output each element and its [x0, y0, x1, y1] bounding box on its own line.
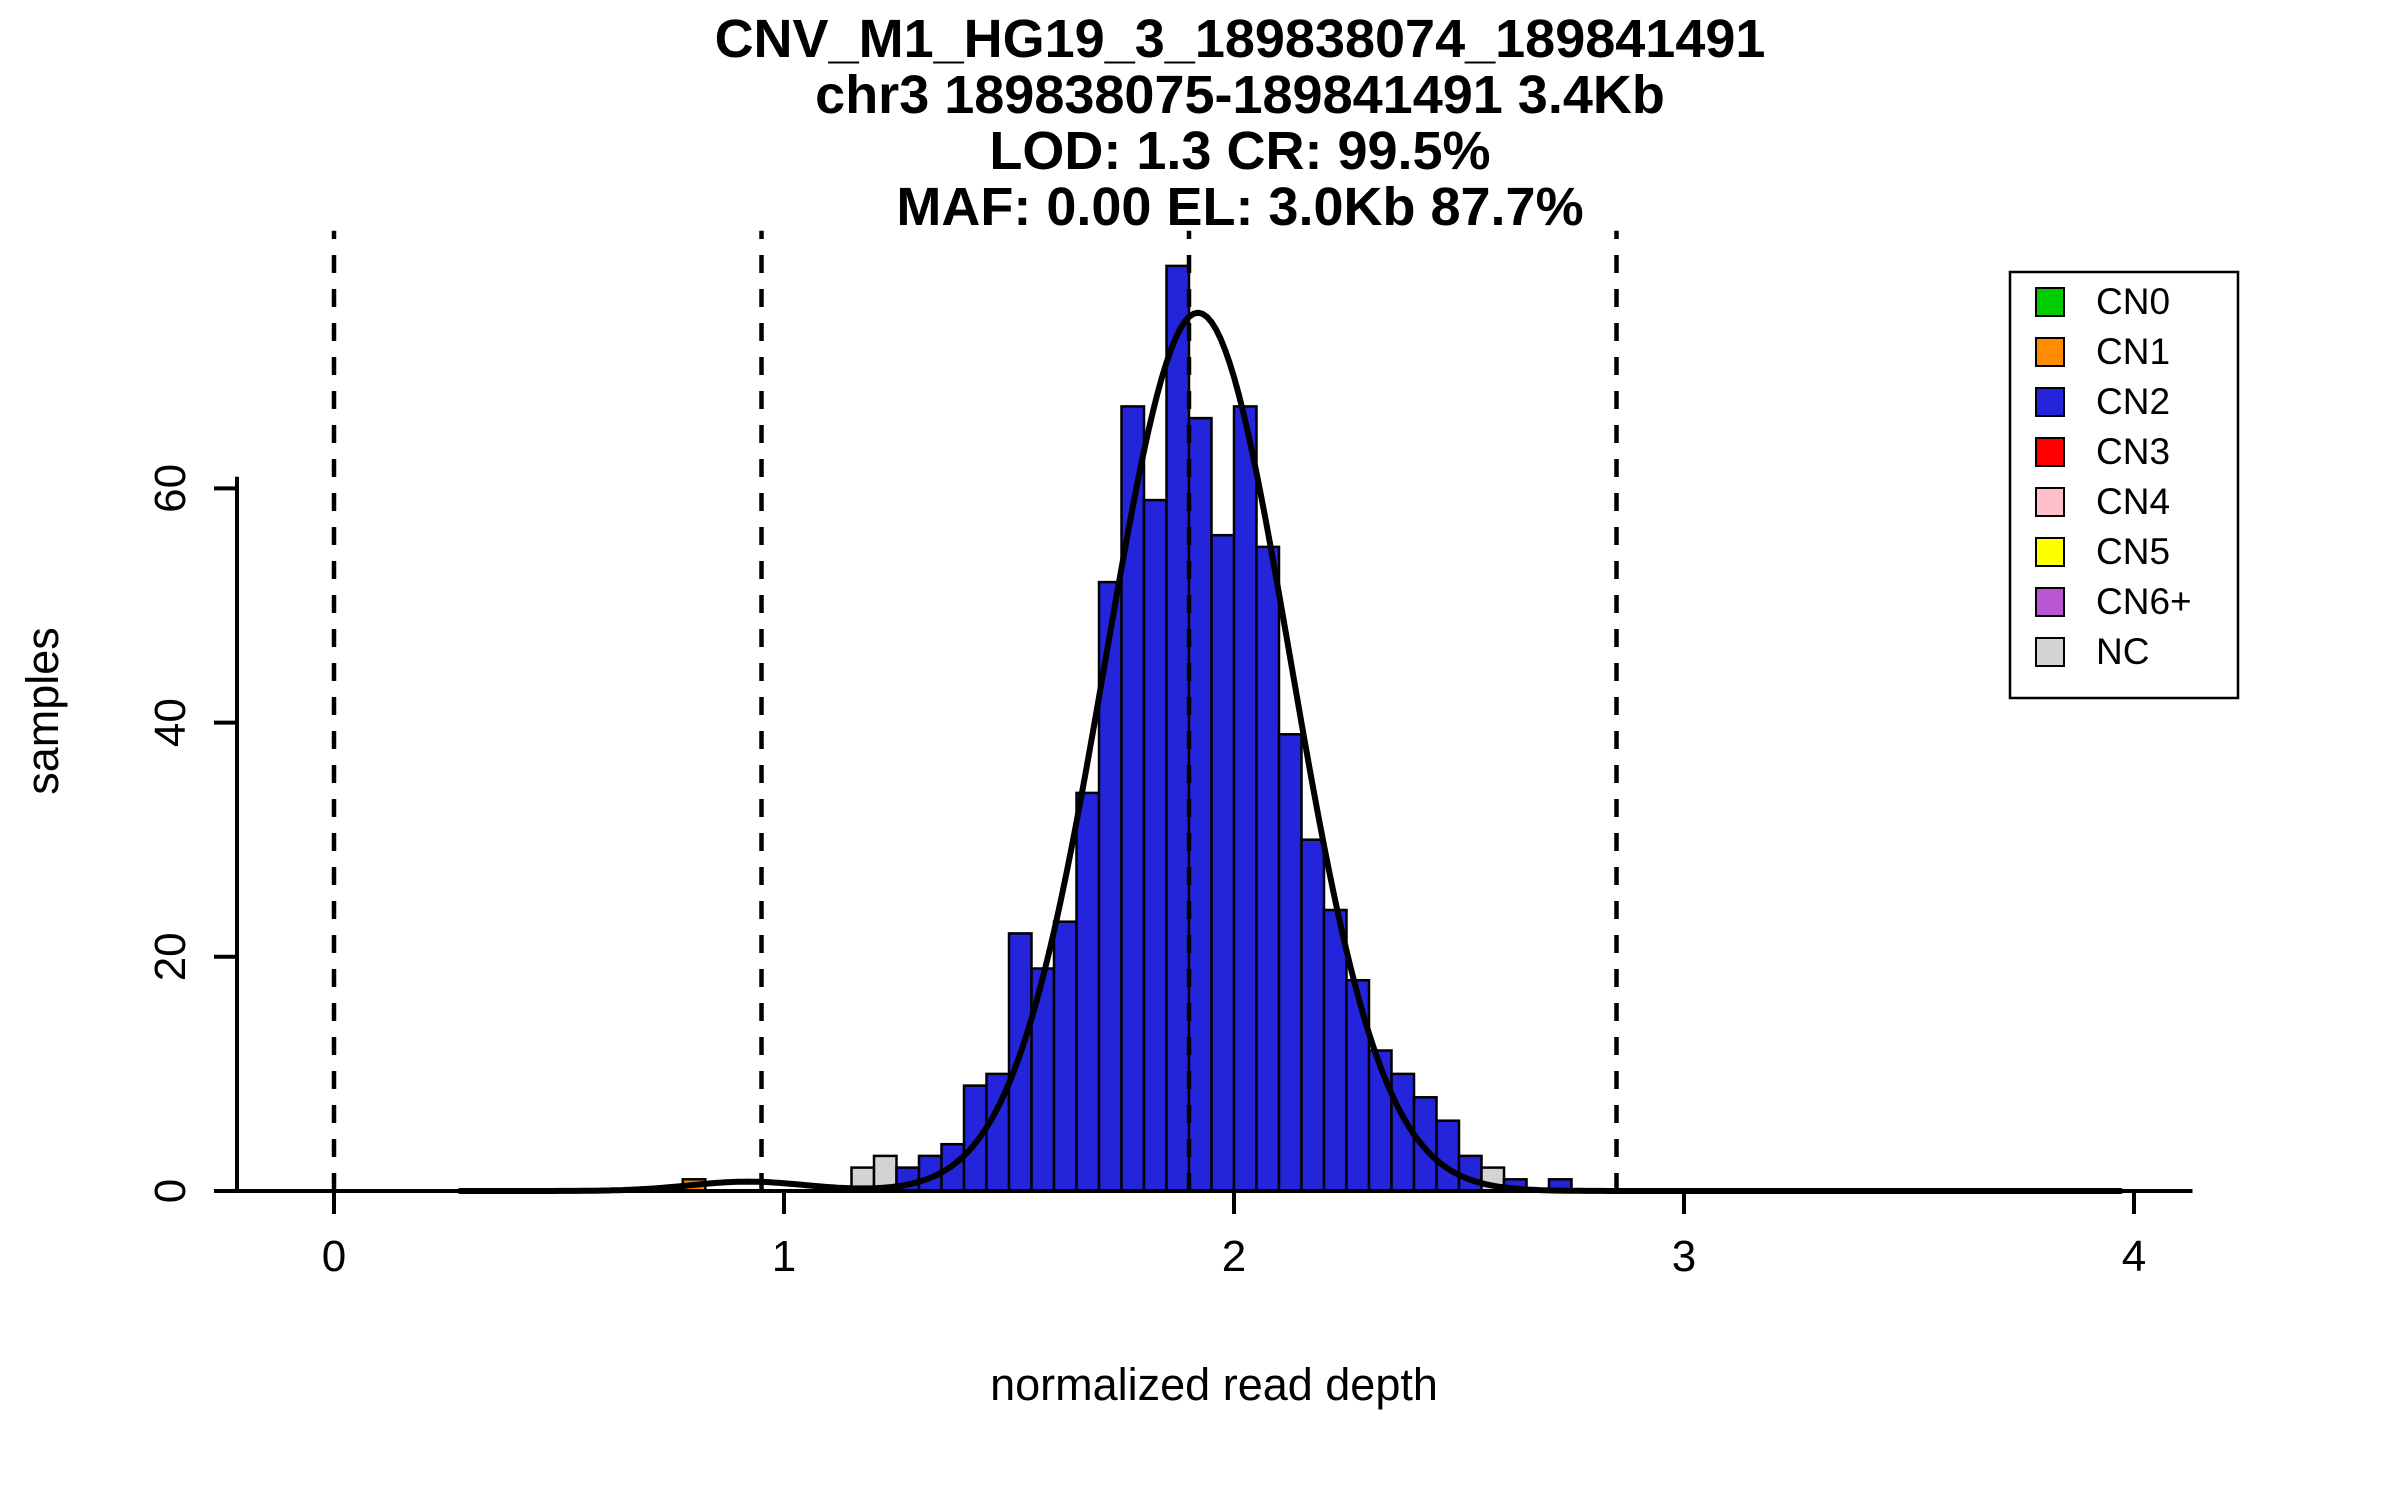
legend-label: NC	[2096, 631, 2149, 672]
y-tick-label: 0	[146, 1179, 195, 1203]
y-tick-label: 60	[146, 464, 195, 513]
legend-label: CN3	[2096, 431, 2170, 472]
legend-label: CN4	[2096, 481, 2170, 522]
x-tick-label: 2	[1222, 1232, 1246, 1281]
legend-label: CN1	[2096, 331, 2170, 372]
histogram-bar	[1300, 838, 1326, 1193]
x-axis-label: normalized read depth	[990, 1359, 1438, 1410]
legend-label: CN0	[2096, 281, 2170, 322]
histogram-bar	[1120, 405, 1146, 1193]
histogram-bar	[1165, 264, 1191, 1193]
legend-label: CN6+	[2096, 581, 2192, 622]
histogram-bar	[1232, 405, 1258, 1193]
histogram-bar	[1277, 733, 1303, 1193]
x-tick-label: 4	[2122, 1232, 2146, 1281]
legend-swatch-cn1	[2035, 337, 2065, 367]
legend-swatch-cn5	[2035, 537, 2065, 567]
legend-swatch-cn3	[2035, 437, 2065, 467]
histogram-bar	[1210, 533, 1236, 1193]
histogram-bar	[1255, 545, 1281, 1193]
x-tick-label: 3	[1672, 1232, 1696, 1281]
chart-title-line4: MAF: 0.00 EL: 3.0Kb 87.7%	[896, 177, 1583, 237]
histogram-bar	[962, 1084, 988, 1193]
chart-title-line2: chr3 189838075-189841491 3.4Kb	[815, 65, 1665, 125]
histogram-bar	[1142, 498, 1168, 1193]
x-tick-label: 1	[772, 1232, 796, 1281]
chart-title-line3: LOD: 1.3 CR: 99.5%	[989, 121, 1490, 181]
legend-swatch-cn4	[2035, 487, 2065, 517]
legend-swatch-cn6plus	[2035, 587, 2065, 617]
legend-swatch-cn2	[2035, 387, 2065, 417]
y-axis-label: samples	[17, 627, 68, 795]
legend-label: CN2	[2096, 381, 2170, 422]
x-tick-label: 0	[322, 1232, 346, 1281]
legend-swatch-nc	[2035, 637, 2065, 667]
histogram-bar	[1187, 416, 1213, 1193]
histogram-bar	[1052, 920, 1078, 1193]
chart-title-line1: CNV_M1_HG19_3_189838074_189841491	[715, 9, 1766, 69]
y-tick-label: 40	[146, 698, 195, 747]
y-tick-label: 20	[146, 932, 195, 981]
legend: CN0 CN1 CN2 CN3 CN4 CN5 CN6+ NC	[2008, 270, 2240, 700]
legend-label: CN5	[2096, 531, 2170, 572]
histogram-bar	[1075, 791, 1101, 1193]
legend-swatch-cn0	[2035, 287, 2065, 317]
histogram-bar	[1322, 908, 1348, 1193]
histogram-bar	[1435, 1119, 1461, 1193]
